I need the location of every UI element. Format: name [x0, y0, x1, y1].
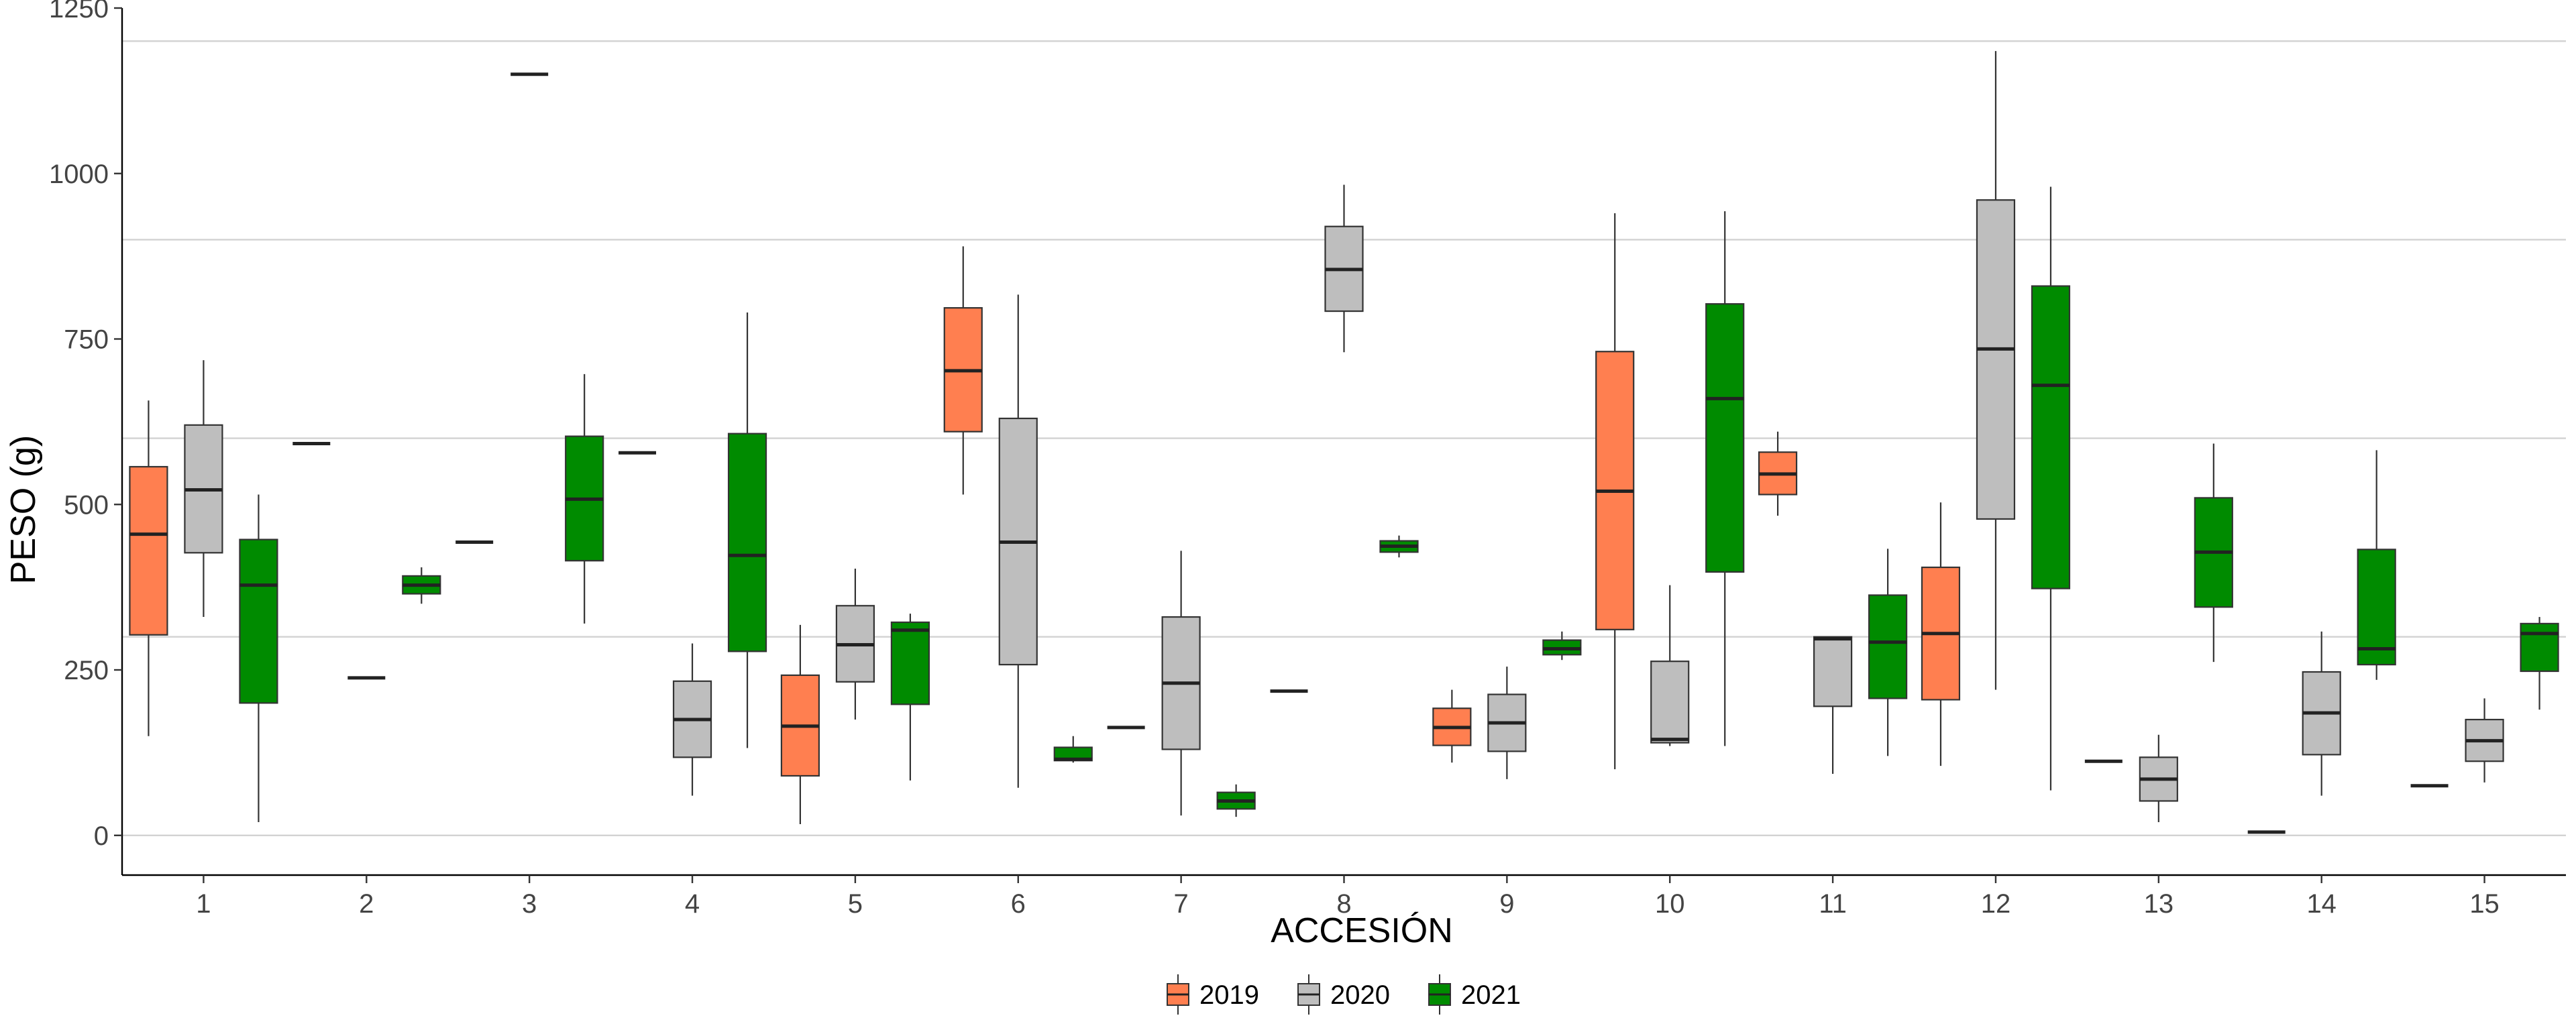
x-tick-label: 15 — [2469, 889, 2500, 919]
box-body — [1868, 594, 1908, 699]
box-2021-2 — [402, 567, 441, 604]
series-2020 — [184, 51, 2504, 823]
legend-item-2021: 2021 — [1428, 974, 1521, 1015]
box-body — [1705, 303, 1745, 573]
box-2021-12 — [2031, 186, 2071, 791]
box-body — [2357, 549, 2396, 666]
box-2020-9 — [1487, 667, 1527, 779]
series-2021 — [239, 186, 2559, 823]
box-body — [1813, 636, 1853, 707]
x-axis-title: ACCESIÓN — [1271, 911, 1453, 950]
box-2020-15 — [2465, 698, 2504, 783]
box-2021-11 — [1868, 549, 1908, 756]
box-2021-4 — [727, 312, 767, 748]
y-tick-label: 750 — [64, 325, 109, 355]
box-2021-1 — [239, 494, 278, 823]
x-tick-label: 14 — [2306, 889, 2337, 919]
legend-label: 2019 — [1199, 980, 1259, 1010]
legend-item-2019: 2019 — [1167, 974, 1259, 1015]
box-body — [2520, 622, 2559, 673]
box-body — [129, 465, 168, 636]
x-tick-label: 10 — [1655, 889, 1685, 919]
box-2021-6 — [1053, 736, 1093, 763]
box-2020-8 — [1324, 184, 1364, 353]
box-2020-12 — [1976, 51, 2016, 690]
box-2021-7 — [1216, 784, 1256, 817]
legend-item-2020: 2020 — [1297, 974, 1390, 1015]
box-2020-5 — [835, 569, 875, 720]
x-tick-label: 5 — [848, 889, 863, 919]
x-tick-label: 8 — [1336, 889, 1351, 919]
box-2021-5 — [890, 614, 930, 781]
x-tick-label: 1 — [196, 889, 211, 919]
x-tick-label: 11 — [1819, 889, 1847, 919]
y-tick-label: 250 — [64, 656, 109, 685]
y-tick-label: 0 — [94, 821, 109, 851]
box-2021-14 — [2357, 450, 2396, 680]
box-body — [1976, 199, 2016, 520]
box-body — [727, 433, 767, 652]
grid-lines — [122, 40, 2566, 836]
y-axis-title: PESO (g) — [4, 435, 43, 585]
box-2019-5 — [780, 624, 820, 824]
box-body — [890, 621, 930, 705]
x-tick-label: 6 — [1011, 889, 1026, 919]
x-tick-label: 3 — [522, 889, 537, 919]
box-body — [239, 538, 278, 704]
box-2020-10 — [1650, 585, 1690, 746]
box-2021-8 — [1379, 535, 1419, 558]
y-tick-label: 500 — [64, 490, 109, 520]
box-body — [2031, 285, 2071, 589]
box-2019-6 — [943, 246, 983, 495]
series-2019 — [129, 213, 2449, 834]
box-2021-9 — [1542, 631, 1582, 661]
legend-label: 2021 — [1461, 980, 1521, 1010]
legend: 2019 2020 2021 — [1167, 974, 1521, 1015]
x-tick-label: 2 — [359, 889, 374, 919]
box-body — [1650, 661, 1690, 744]
box-2021-3 — [565, 374, 604, 624]
box-2020-4 — [672, 643, 712, 796]
box-2020-14 — [2302, 631, 2341, 796]
box-2021-13 — [2194, 443, 2233, 663]
box-2019-12 — [1921, 502, 1961, 766]
box-2019-10 — [1595, 213, 1635, 770]
box-2020-13 — [2139, 734, 2178, 823]
box-2019-9 — [1432, 689, 1472, 763]
box-2019-11 — [1758, 431, 1798, 516]
legend-label: 2020 — [1330, 980, 1390, 1010]
x-tick-label: 9 — [1499, 889, 1514, 919]
y-tick-label: 1000 — [49, 160, 109, 189]
x-tick-label: 12 — [1981, 889, 2011, 919]
box-2020-6 — [998, 294, 1038, 788]
box-2020-1 — [184, 360, 223, 618]
x-tick-label: 4 — [685, 889, 700, 919]
box-2019-1 — [129, 400, 168, 736]
x-tick-label: 7 — [1174, 889, 1189, 919]
y-tick-label: 1250 — [49, 0, 109, 23]
box-2020-11 — [1813, 636, 1853, 774]
x-tick-label: 13 — [2144, 889, 2174, 919]
box-series — [129, 51, 2559, 834]
box-2021-10 — [1705, 211, 1745, 746]
box-2020-7 — [1161, 551, 1201, 816]
box-2021-15 — [2520, 617, 2559, 710]
